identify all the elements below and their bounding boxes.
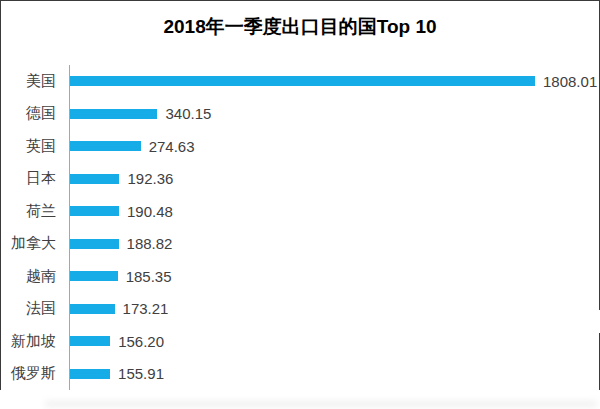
bar	[70, 174, 119, 184]
bar	[70, 109, 157, 119]
category-label: 美国	[1, 72, 56, 91]
category-label: 俄罗斯	[1, 364, 56, 383]
category-label: 法国	[1, 299, 56, 318]
bar	[70, 304, 115, 314]
value-label: 156.20	[118, 333, 164, 350]
value-label: 340.15	[165, 105, 211, 122]
bar	[70, 271, 118, 281]
bar-row: 越南 185.35	[1, 260, 599, 293]
bar-row: 美国 1808.01	[1, 65, 599, 98]
value-label: 192.36	[127, 170, 173, 187]
category-label: 英国	[1, 137, 56, 156]
chart-page: 2018年一季度出口目的国Top 10 美国 1808.01 德国 340.15 英国 2…	[0, 0, 600, 409]
bar-row: 法国 173.21	[1, 293, 599, 326]
chart-title: 2018年一季度出口目的国Top 10	[1, 14, 599, 40]
bottom-shadow	[45, 401, 597, 407]
value-label: 190.48	[127, 203, 173, 220]
value-label: 185.35	[126, 268, 172, 285]
value-label: 188.82	[127, 235, 173, 252]
bar-row: 加拿大 188.82	[1, 228, 599, 261]
bar-rows: 美国 1808.01 德国 340.15 英国 274.63 日本 192.36 荷兰 190.4…	[1, 65, 599, 390]
bar	[70, 336, 110, 346]
bar	[70, 369, 110, 379]
bar-row: 德国 340.15	[1, 98, 599, 131]
plot-area: 美国 1808.01 德国 340.15 英国 274.63 日本 192.36 荷兰 190.4…	[1, 65, 599, 390]
category-label: 荷兰	[1, 202, 56, 221]
y-axis-line	[69, 65, 70, 390]
bar	[70, 141, 141, 151]
value-label: 274.63	[149, 138, 195, 155]
category-label: 新加坡	[1, 332, 56, 351]
bar-row: 荷兰 190.48	[1, 195, 599, 228]
value-label: 155.91	[118, 365, 164, 382]
bar-row: 新加坡 156.20	[1, 325, 599, 358]
category-label: 加拿大	[1, 234, 56, 253]
bar-row: 俄罗斯 155.91	[1, 358, 599, 391]
bar	[70, 206, 119, 216]
chart-frame: 2018年一季度出口目的国Top 10 美国 1808.01 德国 340.15 英国 2…	[0, 0, 600, 390]
bar	[70, 76, 535, 86]
category-label: 日本	[1, 169, 56, 188]
category-label: 德国	[1, 104, 56, 123]
bar	[70, 239, 119, 249]
bar-row: 英国 274.63	[1, 130, 599, 163]
category-label: 越南	[1, 267, 56, 286]
value-label: 1808.01	[543, 73, 597, 90]
value-label: 173.21	[123, 300, 169, 317]
bar-row: 日本 192.36	[1, 163, 599, 196]
